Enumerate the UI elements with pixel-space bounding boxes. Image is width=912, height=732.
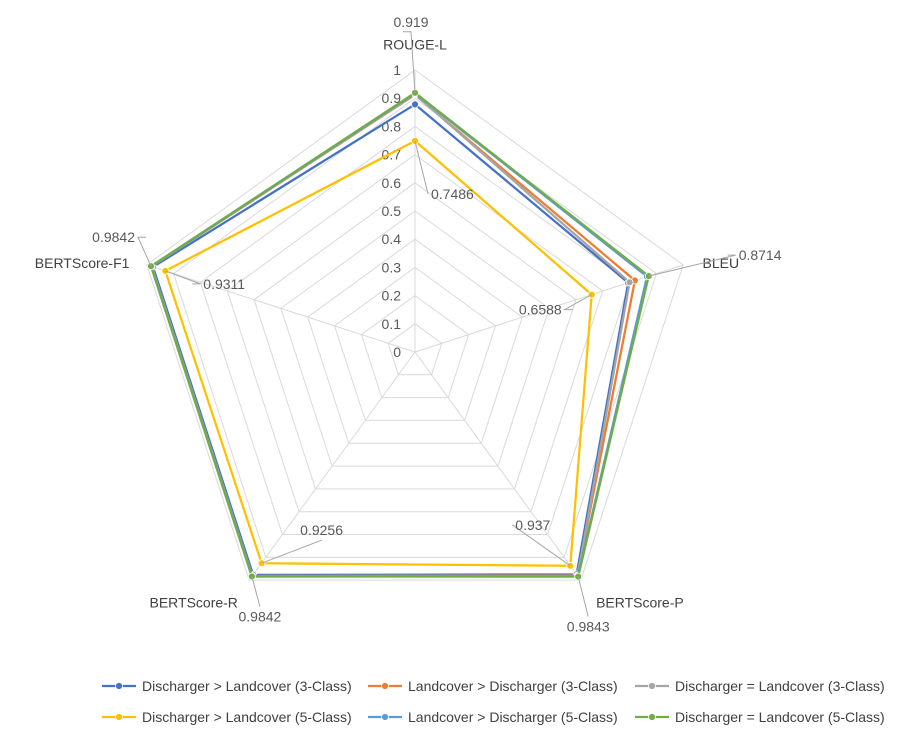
radar-grid <box>146 69 684 581</box>
grid-spoke <box>146 264 416 353</box>
value-callout: 0.9842 <box>92 229 135 245</box>
grid-spoke <box>414 351 582 581</box>
legend-swatch-marker <box>115 713 123 721</box>
grid-ring <box>360 294 470 399</box>
callout-leader <box>251 576 261 607</box>
series-2 <box>147 90 639 580</box>
tick-label: 0.4 <box>382 231 402 247</box>
value-callout: 0.8714 <box>739 247 782 263</box>
legend-item-5: Landcover > Discharger (5-Class) <box>368 709 618 725</box>
data-point <box>625 278 634 287</box>
value-callouts: 0.919 0.7486 0.8714 0.6588 0.9843 0.937 0.9842… <box>92 14 782 635</box>
callout-leader <box>165 270 201 285</box>
legend-item-3: Discharger = Landcover (3-Class) <box>635 678 885 694</box>
series-4 <box>161 136 596 570</box>
tick-label: 0.6 <box>382 175 402 191</box>
series-3 <box>147 90 634 580</box>
legend-label: Discharger = Landcover (3-Class) <box>675 678 885 694</box>
callout-leader <box>562 294 592 311</box>
callout-leader <box>512 524 571 567</box>
grid-ring <box>307 238 523 444</box>
value-callout: 0.9256 <box>300 522 343 538</box>
tick-label: 0 <box>393 344 401 360</box>
value-callout: 0.919 <box>393 14 428 30</box>
grid-ring <box>253 182 577 490</box>
axis-label-rouge-l: ROUGE-L <box>383 36 447 52</box>
value-callout: 0.9842 <box>238 609 281 625</box>
tick-label: 0.1 <box>382 316 402 332</box>
axis-label-bertscore-f1: BERTScore-F1 <box>35 255 130 271</box>
series-line <box>149 91 650 578</box>
axis-label-bertscore-r: BERTScore-R <box>149 595 237 611</box>
callout-leader <box>403 31 416 93</box>
series-line <box>164 139 593 567</box>
axis-label-bleu: BLEU <box>703 255 740 271</box>
callout-leader <box>137 236 152 267</box>
grid-spoke <box>248 351 416 581</box>
legend-label: Discharger = Landcover (5-Class) <box>675 709 885 725</box>
value-callout: 0.937 <box>515 517 550 533</box>
legend-swatch-marker <box>648 713 656 721</box>
value-callout: 0.7486 <box>431 186 474 202</box>
axis-label-bertscore-p: BERTScore-P <box>596 595 684 611</box>
grid-ring <box>146 69 684 581</box>
value-callout: 0.9311 <box>203 276 245 292</box>
axis-labels: ROUGE-L BLEU BERTScore-P BERTScore-R BERTSco… <box>35 36 739 610</box>
grid-ring <box>199 125 631 535</box>
callout-leader <box>577 576 589 617</box>
grid-ring <box>280 210 550 467</box>
legend-item-6: Discharger = Landcover (5-Class) <box>635 709 885 725</box>
legend-swatch-marker <box>115 682 123 690</box>
callout-leader <box>261 539 322 564</box>
grid-ring <box>333 266 497 421</box>
tick-label: 1 <box>393 62 401 78</box>
legend-swatch-marker <box>648 682 656 690</box>
legend: Discharger > Landcover (3-Class) Landcove… <box>102 678 885 725</box>
data-point <box>411 100 419 109</box>
grid-ring <box>387 323 443 376</box>
legend-item-2: Landcover > Discharger (3-Class) <box>368 678 618 694</box>
grid-ring <box>226 153 604 513</box>
tick-label: 0.3 <box>382 259 402 275</box>
legend-swatch-marker <box>381 682 389 690</box>
tick-label: 0.5 <box>382 203 402 219</box>
value-callout: 0.9843 <box>567 619 610 635</box>
legend-label: Landcover > Discharger (3-Class) <box>408 678 618 694</box>
tick-label: 0.8 <box>382 118 402 134</box>
legend-swatch-marker <box>381 713 389 721</box>
callout-leader <box>414 140 429 195</box>
series-line <box>151 103 630 577</box>
legend-item-1: Discharger > Landcover (3-Class) <box>102 678 352 694</box>
legend-label: Discharger > Landcover (3-Class) <box>142 678 352 694</box>
value-callout: 0.6588 <box>519 302 562 318</box>
tick-label: 0.2 <box>382 288 402 304</box>
tick-label: 0.9 <box>382 90 402 106</box>
legend-label: Discharger > Landcover (5-Class) <box>142 709 352 725</box>
callout-leader <box>648 254 736 277</box>
legend-item-4: Discharger > Landcover (5-Class) <box>102 709 352 725</box>
legend-label: Landcover > Discharger (5-Class) <box>408 709 618 725</box>
